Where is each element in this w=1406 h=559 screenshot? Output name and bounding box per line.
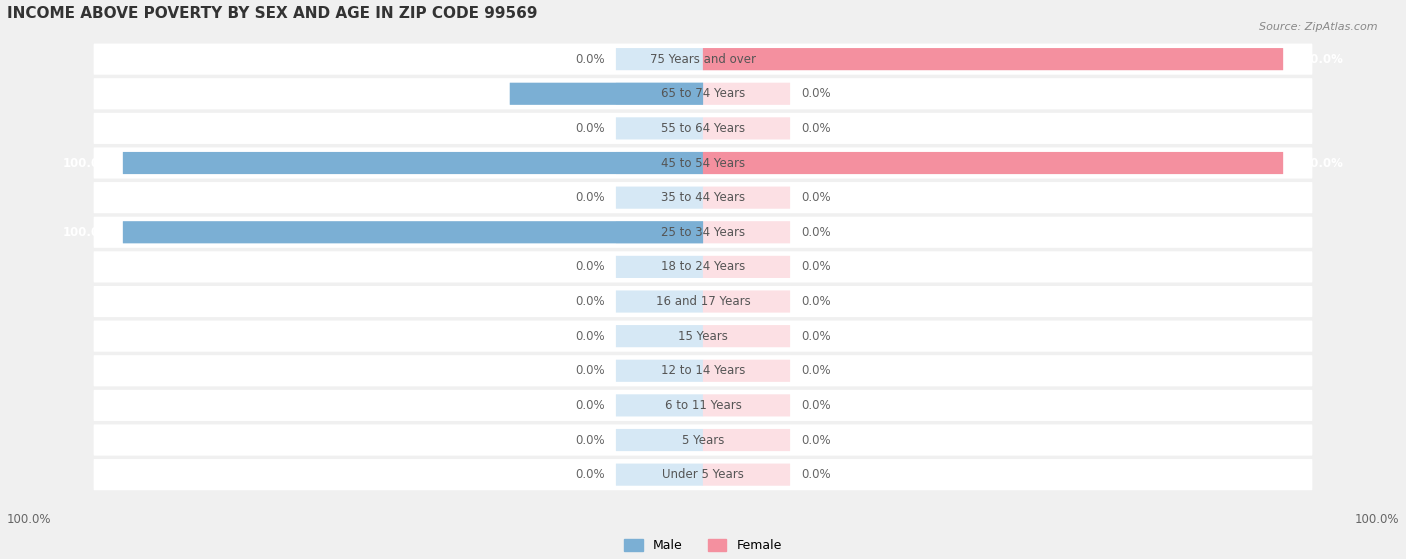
Text: 0.0%: 0.0% (801, 434, 831, 447)
FancyBboxPatch shape (616, 48, 703, 70)
FancyBboxPatch shape (703, 152, 1284, 174)
Text: 65 to 74 Years: 65 to 74 Years (661, 87, 745, 100)
FancyBboxPatch shape (94, 182, 1312, 213)
Text: 100.0%: 100.0% (1295, 53, 1344, 65)
Legend: Male, Female: Male, Female (619, 534, 787, 557)
FancyBboxPatch shape (616, 187, 703, 209)
FancyBboxPatch shape (616, 291, 703, 312)
FancyBboxPatch shape (616, 359, 703, 382)
Text: 16 and 17 Years: 16 and 17 Years (655, 295, 751, 308)
Text: 18 to 24 Years: 18 to 24 Years (661, 260, 745, 273)
Text: 0.0%: 0.0% (575, 364, 605, 377)
Text: 0.0%: 0.0% (801, 468, 831, 481)
FancyBboxPatch shape (122, 221, 703, 243)
FancyBboxPatch shape (703, 463, 790, 486)
Text: 0.0%: 0.0% (575, 295, 605, 308)
FancyBboxPatch shape (510, 83, 703, 105)
FancyBboxPatch shape (703, 187, 790, 209)
Text: 100.0%: 100.0% (1354, 513, 1399, 525)
FancyBboxPatch shape (94, 252, 1312, 282)
FancyBboxPatch shape (616, 83, 703, 105)
Text: 100.0%: 100.0% (62, 226, 111, 239)
Text: 0.0%: 0.0% (801, 364, 831, 377)
FancyBboxPatch shape (703, 256, 790, 278)
FancyBboxPatch shape (616, 256, 703, 278)
Text: 0.0%: 0.0% (575, 330, 605, 343)
Text: 5 Years: 5 Years (682, 434, 724, 447)
Text: 0.0%: 0.0% (801, 122, 831, 135)
FancyBboxPatch shape (94, 217, 1312, 248)
Text: 0.0%: 0.0% (801, 226, 831, 239)
FancyBboxPatch shape (616, 221, 703, 243)
FancyBboxPatch shape (703, 359, 790, 382)
Text: 55 to 64 Years: 55 to 64 Years (661, 122, 745, 135)
Text: 0.0%: 0.0% (575, 191, 605, 204)
Text: 0.0%: 0.0% (801, 87, 831, 100)
FancyBboxPatch shape (703, 429, 790, 451)
FancyBboxPatch shape (94, 148, 1312, 178)
Text: 0.0%: 0.0% (801, 399, 831, 412)
Text: 0.0%: 0.0% (575, 399, 605, 412)
Text: 45 to 54 Years: 45 to 54 Years (661, 157, 745, 169)
Text: 0.0%: 0.0% (575, 260, 605, 273)
Text: 0.0%: 0.0% (575, 122, 605, 135)
FancyBboxPatch shape (94, 355, 1312, 386)
Text: 0.0%: 0.0% (801, 330, 831, 343)
Text: 35 to 44 Years: 35 to 44 Years (661, 191, 745, 204)
FancyBboxPatch shape (703, 394, 790, 416)
Text: 75 Years and over: 75 Years and over (650, 53, 756, 65)
Text: 100.0%: 100.0% (7, 513, 52, 525)
FancyBboxPatch shape (616, 463, 703, 486)
FancyBboxPatch shape (616, 429, 703, 451)
FancyBboxPatch shape (703, 83, 790, 105)
FancyBboxPatch shape (616, 117, 703, 140)
Text: 12 to 14 Years: 12 to 14 Years (661, 364, 745, 377)
FancyBboxPatch shape (94, 44, 1312, 75)
FancyBboxPatch shape (703, 48, 1284, 70)
FancyBboxPatch shape (94, 390, 1312, 421)
Text: 100.0%: 100.0% (62, 157, 111, 169)
FancyBboxPatch shape (703, 325, 790, 347)
Text: 25 to 34 Years: 25 to 34 Years (661, 226, 745, 239)
Text: 100.0%: 100.0% (1295, 157, 1344, 169)
FancyBboxPatch shape (94, 424, 1312, 456)
Text: 0.0%: 0.0% (575, 468, 605, 481)
Text: 33.3%: 33.3% (457, 87, 498, 100)
FancyBboxPatch shape (616, 394, 703, 416)
FancyBboxPatch shape (94, 320, 1312, 352)
Text: INCOME ABOVE POVERTY BY SEX AND AGE IN ZIP CODE 99569: INCOME ABOVE POVERTY BY SEX AND AGE IN Z… (7, 6, 537, 21)
FancyBboxPatch shape (616, 152, 703, 174)
FancyBboxPatch shape (703, 152, 790, 174)
FancyBboxPatch shape (703, 291, 790, 312)
FancyBboxPatch shape (122, 152, 703, 174)
FancyBboxPatch shape (94, 113, 1312, 144)
Text: Source: ZipAtlas.com: Source: ZipAtlas.com (1260, 22, 1378, 32)
Text: 0.0%: 0.0% (801, 260, 831, 273)
Text: 15 Years: 15 Years (678, 330, 728, 343)
Text: 0.0%: 0.0% (801, 295, 831, 308)
Text: Under 5 Years: Under 5 Years (662, 468, 744, 481)
Text: 0.0%: 0.0% (801, 191, 831, 204)
FancyBboxPatch shape (94, 459, 1312, 490)
FancyBboxPatch shape (94, 78, 1312, 110)
Text: 6 to 11 Years: 6 to 11 Years (665, 399, 741, 412)
FancyBboxPatch shape (616, 325, 703, 347)
FancyBboxPatch shape (703, 117, 790, 140)
FancyBboxPatch shape (703, 221, 790, 243)
FancyBboxPatch shape (94, 286, 1312, 317)
FancyBboxPatch shape (703, 48, 790, 70)
Text: 0.0%: 0.0% (575, 53, 605, 65)
Text: 0.0%: 0.0% (575, 434, 605, 447)
